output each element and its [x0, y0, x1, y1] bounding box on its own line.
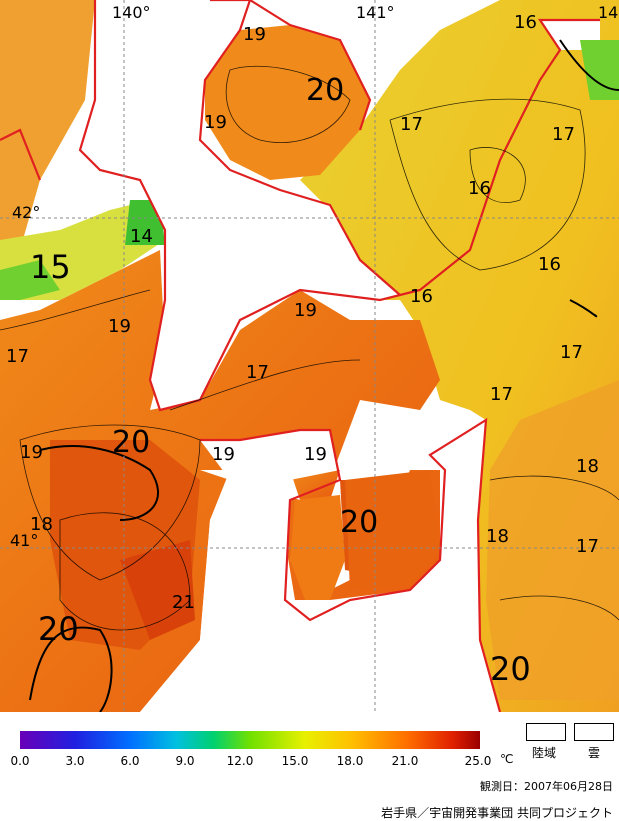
honshu-land: [140, 420, 500, 712]
cloud-label: 雲: [588, 746, 601, 760]
contour-label: 15: [30, 248, 71, 286]
contour-label: 19: [294, 300, 317, 321]
longitude-label: 141°: [356, 3, 395, 22]
legend-unit: ℃: [500, 752, 514, 766]
contour-label: 20: [112, 425, 150, 460]
contour-label: 17: [552, 124, 575, 145]
legend-tick: 9.0: [175, 754, 195, 768]
legend-tick: 6.0: [120, 754, 140, 768]
contour-label: 18: [576, 456, 599, 477]
funka-bay: [205, 25, 370, 180]
contour-label: 16: [468, 178, 491, 199]
contour-label: 19: [204, 112, 227, 133]
land-label: 陸域: [532, 746, 557, 760]
contour-label: 14: [130, 226, 153, 247]
temperature-color-bar: [20, 731, 480, 749]
land-swatch: [526, 723, 566, 741]
contour-label: 20: [38, 610, 79, 648]
contour-label: 17: [490, 384, 513, 405]
contour-label: 21: [172, 592, 195, 613]
contour-label: 20: [340, 505, 378, 540]
legend-tick: 18.0: [336, 754, 364, 768]
contour-label: 17: [560, 342, 583, 363]
contour-label: 16: [514, 12, 537, 33]
sea-surface-temperature-map: 140° 141° 14 42° 41° 19 20 19 17 17 16 1…: [0, 0, 619, 712]
contour-label: 20: [490, 650, 531, 688]
observation-date: 観測日：2007年06月28日: [480, 780, 613, 793]
contour-label: 19: [212, 444, 235, 465]
contour-label: 17: [6, 346, 29, 367]
contour-label: 19: [243, 24, 266, 45]
contour-label: 17: [246, 362, 269, 383]
contour-label: 16: [538, 254, 561, 275]
contour-label: 18: [486, 526, 509, 547]
cloud-swatch: [574, 723, 614, 741]
contour-label: 17: [576, 536, 599, 557]
legend-tick: 15.0: [281, 754, 309, 768]
contour-label: 17: [400, 114, 423, 135]
legend-tick: 21.0: [391, 754, 419, 768]
longitude-label: 140°: [112, 3, 151, 22]
legend-tick: 0.0: [10, 754, 30, 768]
contour-label: 20: [306, 73, 344, 108]
legend-tick: 12.0: [226, 754, 254, 768]
contour-label: 19: [304, 444, 327, 465]
legend-tick: 25.0: [464, 754, 492, 768]
contour-label: 18: [30, 514, 53, 535]
credit-text: 岩手県／宇宙開発事業団 共同プロジェクト: [381, 806, 613, 820]
longitude-label: 14: [598, 3, 618, 22]
contour-label: 19: [20, 442, 43, 463]
latitude-label: 42°: [12, 203, 40, 222]
latitude-label: 41°: [10, 531, 38, 550]
contour-label: 19: [108, 316, 131, 337]
contour-label: 16: [410, 286, 433, 307]
color-legend: 0.0 3.0 6.0 9.0 12.0 15.0 18.0 21.0 25.0…: [0, 712, 619, 820]
legend-tick: 3.0: [65, 754, 85, 768]
